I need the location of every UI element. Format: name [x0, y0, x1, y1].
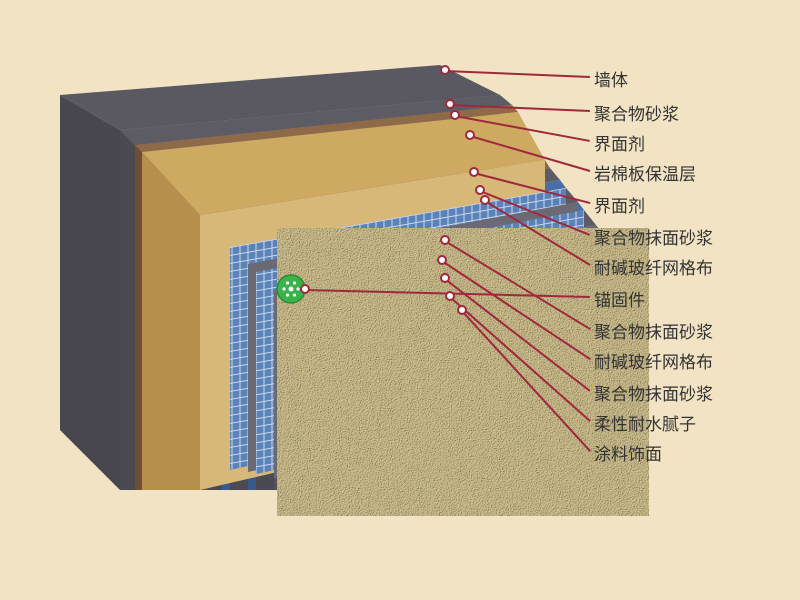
- dot-finish: [457, 305, 467, 315]
- dot-polymer-plaster-3: [440, 273, 450, 283]
- label-mesh-1: 耐碱玻纤网格布: [594, 254, 713, 279]
- dot-rockwool: [465, 130, 475, 140]
- label-putty: 柔性耐水腻子: [594, 410, 696, 435]
- label-wall: 墙体: [594, 66, 628, 91]
- label-polymer-plaster-1: 聚合物抹面砂浆: [594, 224, 713, 249]
- dot-polymer-plaster-2: [440, 235, 450, 245]
- dot-putty: [445, 291, 455, 301]
- label-polymer-plaster-3: 聚合物抹面砂浆: [594, 380, 713, 405]
- dot-anchor: [300, 284, 310, 294]
- label-rockwool: 岩棉板保温层: [594, 160, 696, 185]
- layers-svg: [0, 0, 800, 600]
- label-mesh-2: 耐碱玻纤网格布: [594, 348, 713, 373]
- dot-wall: [440, 65, 450, 75]
- label-interface-2: 界面剂: [594, 192, 645, 217]
- label-polymer-mortar: 聚合物砂浆: [594, 100, 679, 125]
- diagram-stage: 墙体聚合物砂浆界面剂岩棉板保温层界面剂聚合物抹面砂浆耐碱玻纤网格布锚固件聚合物抹…: [0, 0, 800, 600]
- dot-interface-1: [450, 110, 460, 120]
- label-polymer-plaster-2: 聚合物抹面砂浆: [594, 318, 713, 343]
- dot-polymer-plaster-1: [475, 185, 485, 195]
- label-anchor: 锚固件: [594, 286, 645, 311]
- dot-mesh-2: [437, 255, 447, 265]
- label-interface-1: 界面剂: [594, 130, 645, 155]
- dot-polymer-mortar: [445, 99, 455, 109]
- dot-mesh-1: [480, 195, 490, 205]
- dot-interface-2: [469, 167, 479, 177]
- label-finish: 涂料饰面: [594, 440, 662, 465]
